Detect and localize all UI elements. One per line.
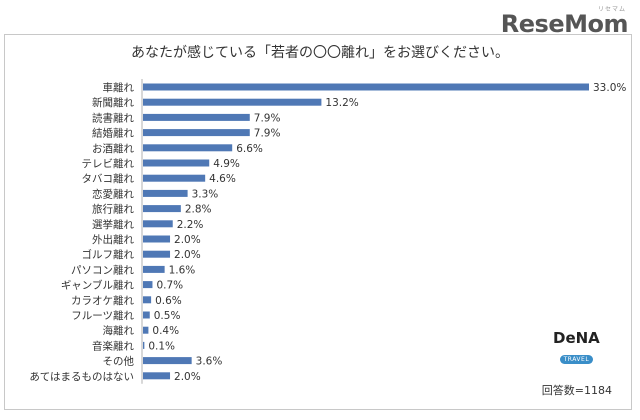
category-label: フルーツ離れ xyxy=(71,309,134,322)
category-label: 旅行離れ xyxy=(92,203,134,216)
dena-travel-logo: DeNA TRAVEL xyxy=(553,330,600,365)
bar xyxy=(143,113,250,121)
value-label: 6.6% xyxy=(236,143,263,155)
value-label: 0.4% xyxy=(152,325,179,337)
category-label: 選挙離れ xyxy=(92,218,134,231)
value-label: 3.6% xyxy=(196,356,223,368)
brand-kana: リセマム xyxy=(597,6,626,13)
category-label: タバコ離れ xyxy=(82,172,135,185)
value-label: 4.9% xyxy=(213,158,240,170)
category-label: ギャンブル離れ xyxy=(61,279,135,292)
value-label: 0.6% xyxy=(155,295,182,307)
category-label: あてはまるものはない xyxy=(29,371,134,383)
bar xyxy=(143,341,145,349)
value-label: 13.2% xyxy=(325,97,358,109)
bar xyxy=(143,159,210,167)
category-label: カラオケ離れ xyxy=(71,294,134,307)
brand-logo: リセマム ReseMom xyxy=(500,4,629,38)
value-label: 2.8% xyxy=(185,204,212,216)
category-label: パソコン離れ xyxy=(71,263,134,276)
bar xyxy=(143,326,149,334)
logo-sub: TRAVEL xyxy=(559,355,594,364)
value-label: 2.2% xyxy=(177,219,204,231)
bar xyxy=(143,296,152,304)
value-label: 2.0% xyxy=(174,371,201,383)
bar xyxy=(143,83,589,91)
bar xyxy=(143,129,250,137)
category-label: ゴルフ離れ xyxy=(82,248,135,261)
value-label: 0.1% xyxy=(148,340,175,352)
value-label: 7.9% xyxy=(254,128,281,140)
bar xyxy=(143,174,206,182)
chart-frame xyxy=(4,34,632,410)
category-label: 恋愛離れ xyxy=(92,187,134,200)
bar xyxy=(143,250,171,258)
bar xyxy=(143,281,153,289)
value-label: 0.5% xyxy=(154,310,181,322)
chart-title: あなたが感じている「若者の〇〇離れ」をお選びください。 xyxy=(131,45,509,61)
category-label: テレビ離れ xyxy=(82,157,135,170)
bar xyxy=(143,189,188,197)
category-label: 結婚離れ xyxy=(92,127,134,140)
category-label: 音楽離れ xyxy=(92,339,134,352)
bar xyxy=(143,205,181,213)
category-label: 外出離れ xyxy=(92,233,134,246)
value-label: 3.3% xyxy=(192,188,219,200)
value-label: 33.0% xyxy=(593,82,626,94)
bar xyxy=(143,98,322,106)
logo-name: DeNA xyxy=(553,329,600,347)
category-label: お酒離れ xyxy=(92,142,134,155)
value-label: 4.6% xyxy=(209,173,236,185)
value-label: 2.0% xyxy=(174,249,201,261)
bar xyxy=(143,357,192,365)
bar xyxy=(143,372,171,380)
value-label: 2.0% xyxy=(174,234,201,246)
category-label: 新聞離れ xyxy=(92,96,134,109)
category-label: 車離れ xyxy=(103,81,135,94)
value-label: 1.6% xyxy=(169,264,196,276)
value-label: 0.7% xyxy=(156,280,183,292)
bar xyxy=(143,235,171,243)
bar xyxy=(143,220,173,228)
bar xyxy=(143,144,233,152)
category-label: 海離れ xyxy=(103,324,135,337)
category-label: 読書離れ xyxy=(92,111,134,124)
brand-name: ReseMom xyxy=(500,10,629,38)
bar xyxy=(143,311,150,319)
respondent-count: 回答数=1184 xyxy=(541,384,612,397)
category-label: その他 xyxy=(103,355,135,368)
bar xyxy=(143,265,165,273)
value-label: 7.9% xyxy=(254,112,281,124)
